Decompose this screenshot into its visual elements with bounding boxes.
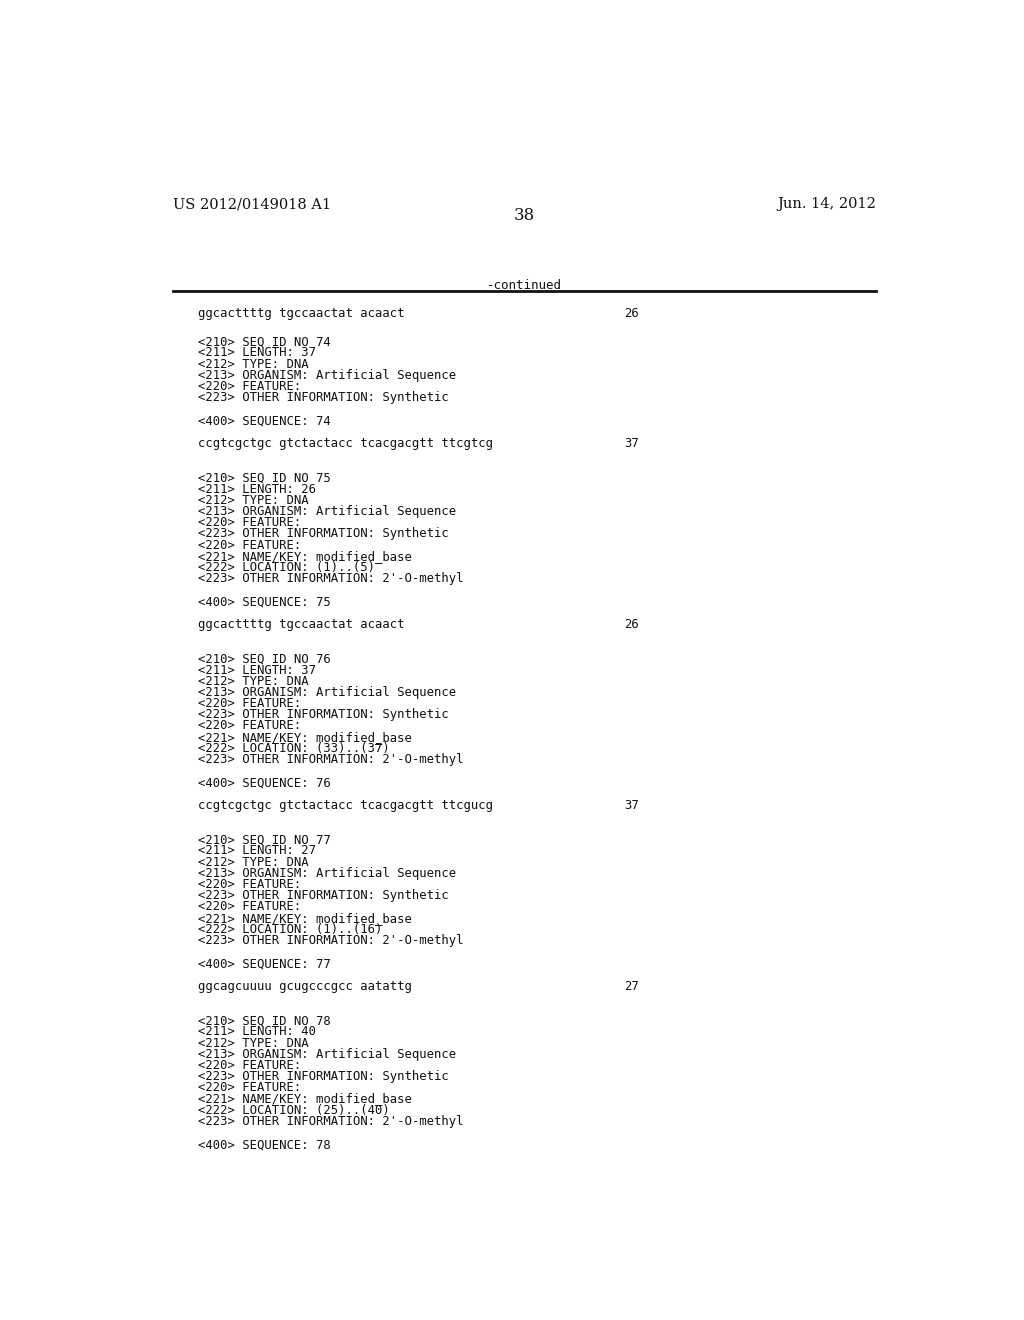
Text: <400> SEQUENCE: 78: <400> SEQUENCE: 78	[198, 1138, 331, 1151]
Text: Jun. 14, 2012: Jun. 14, 2012	[777, 197, 877, 211]
Text: <221> NAME/KEY: modified_base: <221> NAME/KEY: modified_base	[198, 912, 412, 924]
Text: <223> OTHER INFORMATION: 2'-O-methyl: <223> OTHER INFORMATION: 2'-O-methyl	[198, 572, 463, 585]
Text: <222> LOCATION: (25)..(40): <222> LOCATION: (25)..(40)	[198, 1104, 389, 1117]
Text: <212> TYPE: DNA: <212> TYPE: DNA	[198, 494, 308, 507]
Text: ggcacttttg tgccaactat acaact: ggcacttttg tgccaactat acaact	[198, 618, 404, 631]
Text: <213> ORGANISM: Artificial Sequence: <213> ORGANISM: Artificial Sequence	[198, 867, 456, 880]
Text: <222> LOCATION: (33)..(37): <222> LOCATION: (33)..(37)	[198, 742, 389, 755]
Text: <212> TYPE: DNA: <212> TYPE: DNA	[198, 675, 308, 688]
Text: <210> SEQ ID NO 75: <210> SEQ ID NO 75	[198, 471, 331, 484]
Text: <220> FEATURE:: <220> FEATURE:	[198, 697, 301, 710]
Text: 27: 27	[624, 979, 639, 993]
Text: ggcagcuuuu gcugcccgcc aatattg: ggcagcuuuu gcugcccgcc aatattg	[198, 979, 412, 993]
Text: <400> SEQUENCE: 75: <400> SEQUENCE: 75	[198, 595, 331, 609]
Text: <213> ORGANISM: Artificial Sequence: <213> ORGANISM: Artificial Sequence	[198, 686, 456, 698]
Text: <220> FEATURE:: <220> FEATURE:	[198, 1081, 301, 1094]
Text: <220> FEATURE:: <220> FEATURE:	[198, 539, 301, 552]
Text: <400> SEQUENCE: 77: <400> SEQUENCE: 77	[198, 957, 331, 970]
Text: <210> SEQ ID NO 77: <210> SEQ ID NO 77	[198, 833, 331, 846]
Text: <400> SEQUENCE: 74: <400> SEQUENCE: 74	[198, 414, 331, 428]
Text: ccgtcgctgc gtctactacc tcacgacgtt ttcgucg: ccgtcgctgc gtctactacc tcacgacgtt ttcgucg	[198, 799, 493, 812]
Text: <223> OTHER INFORMATION: 2'-O-methyl: <223> OTHER INFORMATION: 2'-O-methyl	[198, 935, 463, 946]
Text: <220> FEATURE:: <220> FEATURE:	[198, 516, 301, 529]
Text: <222> LOCATION: (1)..(5): <222> LOCATION: (1)..(5)	[198, 561, 375, 574]
Text: <400> SEQUENCE: 76: <400> SEQUENCE: 76	[198, 776, 331, 789]
Text: -continued: -continued	[487, 280, 562, 292]
Text: <220> FEATURE:: <220> FEATURE:	[198, 719, 301, 733]
Text: US 2012/0149018 A1: US 2012/0149018 A1	[173, 197, 332, 211]
Text: <221> NAME/KEY: modified_base: <221> NAME/KEY: modified_base	[198, 731, 412, 743]
Text: <211> LENGTH: 40: <211> LENGTH: 40	[198, 1026, 315, 1039]
Text: 38: 38	[514, 207, 536, 224]
Text: <213> ORGANISM: Artificial Sequence: <213> ORGANISM: Artificial Sequence	[198, 1048, 456, 1061]
Text: <223> OTHER INFORMATION: Synthetic: <223> OTHER INFORMATION: Synthetic	[198, 528, 449, 540]
Text: <221> NAME/KEY: modified_base: <221> NAME/KEY: modified_base	[198, 549, 412, 562]
Text: <213> ORGANISM: Artificial Sequence: <213> ORGANISM: Artificial Sequence	[198, 368, 456, 381]
Text: <220> FEATURE:: <220> FEATURE:	[198, 1059, 301, 1072]
Text: <223> OTHER INFORMATION: 2'-O-methyl: <223> OTHER INFORMATION: 2'-O-methyl	[198, 752, 463, 766]
Text: <220> FEATURE:: <220> FEATURE:	[198, 900, 301, 913]
Text: <211> LENGTH: 26: <211> LENGTH: 26	[198, 483, 315, 495]
Text: 37: 37	[624, 437, 639, 450]
Text: 37: 37	[624, 799, 639, 812]
Text: <211> LENGTH: 37: <211> LENGTH: 37	[198, 664, 315, 677]
Text: <213> ORGANISM: Artificial Sequence: <213> ORGANISM: Artificial Sequence	[198, 506, 456, 517]
Text: <223> OTHER INFORMATION: Synthetic: <223> OTHER INFORMATION: Synthetic	[198, 890, 449, 902]
Text: <210> SEQ ID NO 78: <210> SEQ ID NO 78	[198, 1014, 331, 1027]
Text: <211> LENGTH: 27: <211> LENGTH: 27	[198, 845, 315, 858]
Text: <223> OTHER INFORMATION: 2'-O-methyl: <223> OTHER INFORMATION: 2'-O-methyl	[198, 1115, 463, 1127]
Text: <212> TYPE: DNA: <212> TYPE: DNA	[198, 1036, 308, 1049]
Text: ggcacttttg tgccaactat acaact: ggcacttttg tgccaactat acaact	[198, 308, 404, 321]
Text: <221> NAME/KEY: modified_base: <221> NAME/KEY: modified_base	[198, 1093, 412, 1105]
Text: <212> TYPE: DNA: <212> TYPE: DNA	[198, 358, 308, 371]
Text: <210> SEQ ID NO 74: <210> SEQ ID NO 74	[198, 335, 331, 348]
Text: <210> SEQ ID NO 76: <210> SEQ ID NO 76	[198, 652, 331, 665]
Text: <220> FEATURE:: <220> FEATURE:	[198, 878, 301, 891]
Text: 26: 26	[624, 308, 639, 321]
Text: <223> OTHER INFORMATION: Synthetic: <223> OTHER INFORMATION: Synthetic	[198, 391, 449, 404]
Text: <212> TYPE: DNA: <212> TYPE: DNA	[198, 855, 308, 869]
Text: ccgtcgctgc gtctactacc tcacgacgtt ttcgtcg: ccgtcgctgc gtctactacc tcacgacgtt ttcgtcg	[198, 437, 493, 450]
Text: <220> FEATURE:: <220> FEATURE:	[198, 380, 301, 393]
Text: <222> LOCATION: (1)..(16): <222> LOCATION: (1)..(16)	[198, 923, 382, 936]
Text: 26: 26	[624, 618, 639, 631]
Text: <223> OTHER INFORMATION: Synthetic: <223> OTHER INFORMATION: Synthetic	[198, 709, 449, 721]
Text: <211> LENGTH: 37: <211> LENGTH: 37	[198, 346, 315, 359]
Text: <223> OTHER INFORMATION: Synthetic: <223> OTHER INFORMATION: Synthetic	[198, 1071, 449, 1084]
